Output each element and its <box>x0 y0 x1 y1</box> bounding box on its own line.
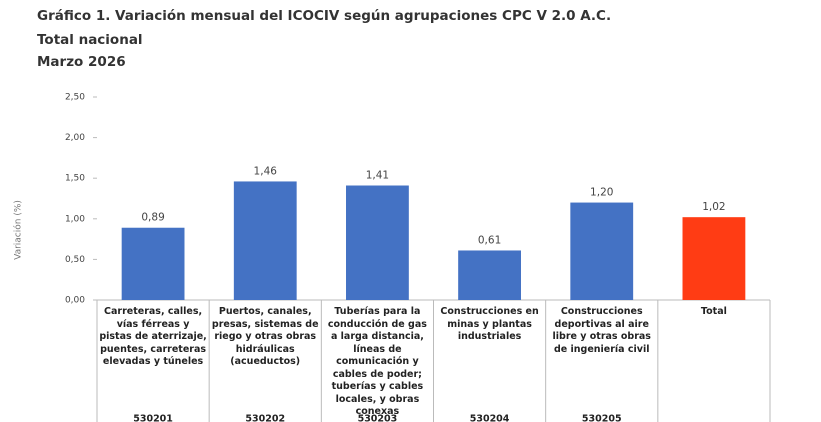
y-tick-label: 2,50 <box>65 93 85 103</box>
category-code: 530203 <box>358 414 398 422</box>
category-code: 530202 <box>245 414 285 422</box>
y-tick-label: 2,00 <box>65 133 85 143</box>
data-label: 1,41 <box>366 170 389 182</box>
x-tick-label: Construcciones deportivas al aire libre … <box>552 306 651 355</box>
chart-subtitle: Marzo 2026 <box>37 54 126 70</box>
x-tick-label: Total <box>700 306 727 317</box>
bar <box>458 250 521 300</box>
y-tick-label: 1,50 <box>65 174 85 184</box>
y-tick-label: 0,50 <box>65 255 85 265</box>
chart-subtitle: Total nacional <box>37 32 143 48</box>
bar <box>233 181 297 300</box>
data-label: 0,61 <box>478 234 501 246</box>
y-axis-label: Variación (%) <box>13 200 24 260</box>
x-tick-label: Construcciones en minas y plantas indust… <box>440 306 539 342</box>
category-code: 530201 <box>133 414 173 422</box>
bar <box>121 227 185 300</box>
bar <box>682 217 746 300</box>
chart-title: Gráfico 1. Variación mensual del ICOCIV … <box>37 8 612 24</box>
x-tick-label: Tuberías para la conducción de gas a lar… <box>327 306 427 417</box>
data-label: 1,46 <box>254 165 278 177</box>
data-label: 1,02 <box>702 201 725 213</box>
data-label: 0,89 <box>141 212 164 224</box>
y-tick-label: 0,00 <box>65 296 85 306</box>
category-code: 530204 <box>470 414 510 422</box>
y-tick-label: 1,00 <box>65 214 85 224</box>
x-tick-label: Puertos, canales, presas, sistemas de ri… <box>211 306 319 367</box>
bar <box>570 202 634 300</box>
data-label: 1,20 <box>590 187 613 199</box>
bar <box>346 185 409 300</box>
x-tick-label: Carreteras, calles, vías férreas y pista… <box>99 306 207 367</box>
category-code: 530205 <box>582 414 622 422</box>
